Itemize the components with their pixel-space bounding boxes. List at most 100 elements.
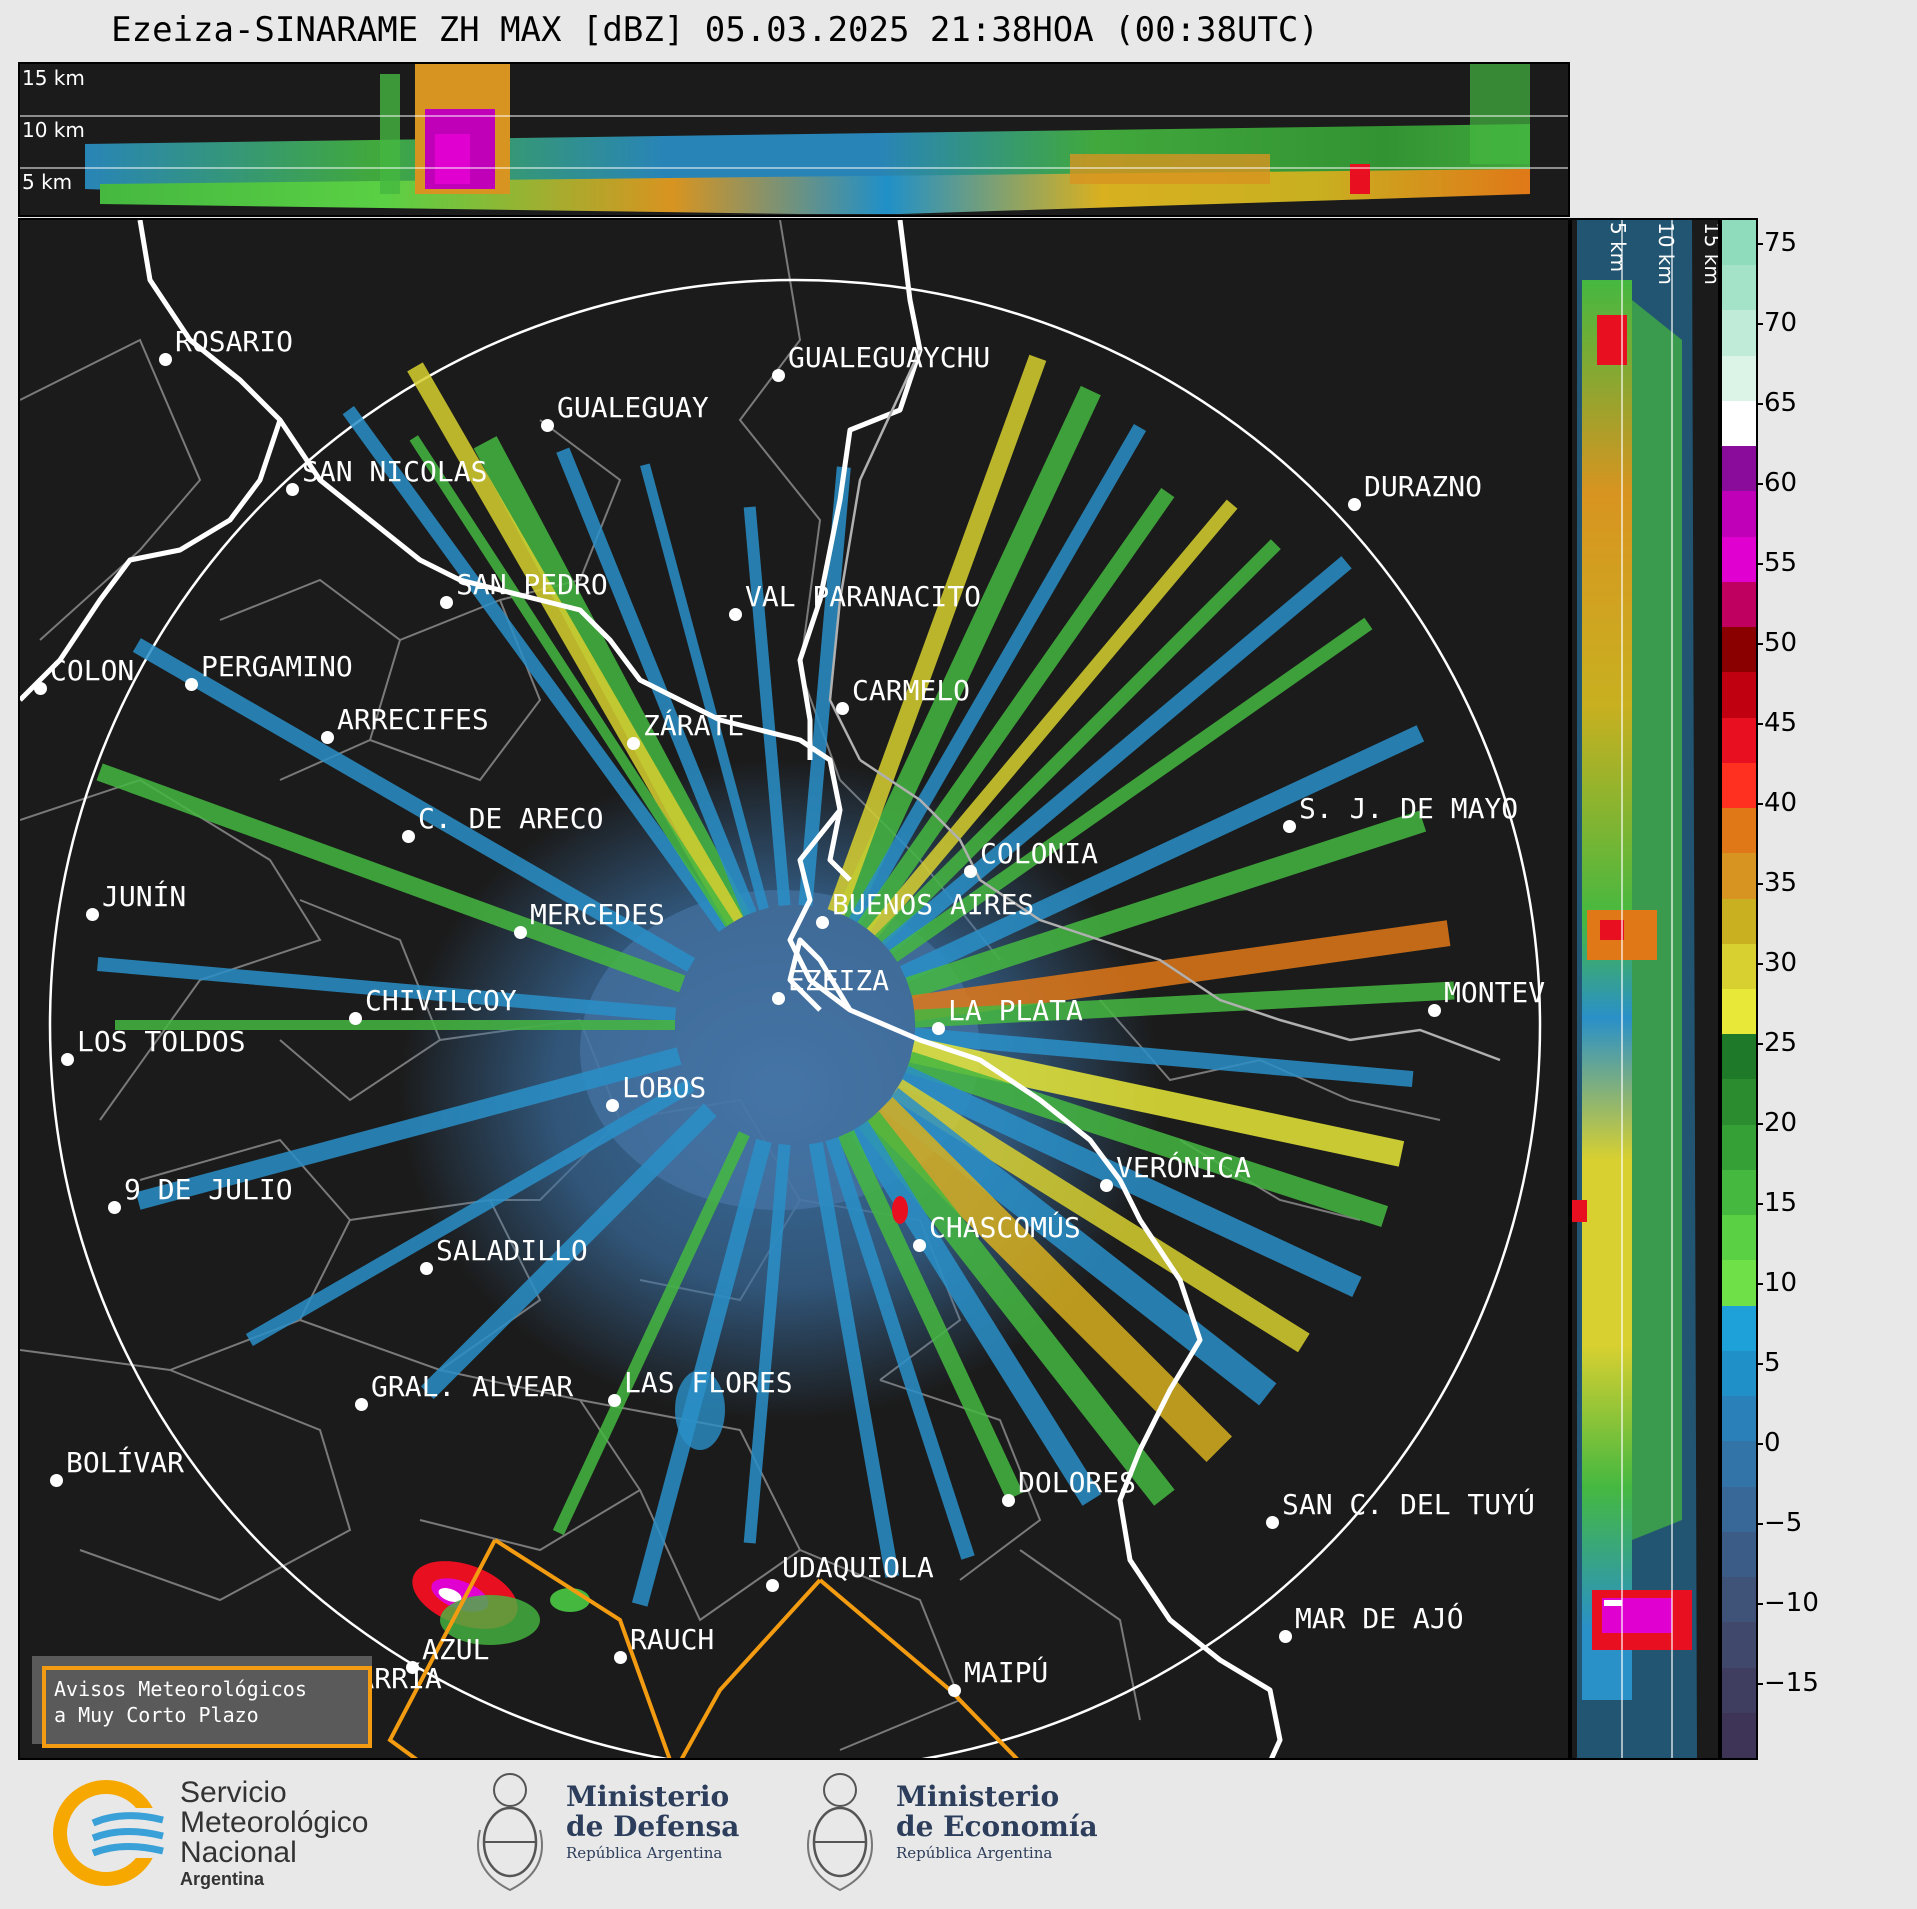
city-marker [61, 1053, 74, 1066]
city-marker [1428, 1004, 1441, 1017]
radar-beam [913, 1027, 1414, 1088]
avisos-box[interactable]: Avisos Meteorológicos a Muy Corto Plazo [42, 1666, 372, 1748]
colorbar-tick-label: 70 [1756, 308, 1798, 338]
chart-title: Ezeiza-SINARAME ZH MAX [dBZ] 05.03.2025 … [111, 10, 1319, 50]
colorbar-segment [1722, 1622, 1756, 1668]
city-label: SAN C. DEL TUYÚ [1282, 1488, 1535, 1521]
city-label: COLONIA [980, 837, 1099, 870]
radar-map[interactable]: ROSARIO GUALEGUAYCHU GUALEGUAY SAN NICOLAS D… [18, 218, 1570, 1760]
colorbar-tick-label: 60 [1756, 468, 1798, 498]
city-marker [729, 608, 742, 621]
colorbar-segment [1722, 1079, 1756, 1125]
radar-beam [808, 1141, 900, 1578]
radar-beam [849, 1120, 1102, 1506]
city-label: EZEIZA [788, 964, 890, 997]
height-label-10km: 10 km [22, 118, 85, 142]
colorbar-segment [1722, 627, 1756, 673]
smn-logo-icon [53, 1780, 168, 1886]
radar-beam [848, 423, 1147, 925]
colorbar-segment [1722, 355, 1756, 401]
city-marker [627, 737, 640, 750]
city-label: MAR DE AJÓ [1295, 1602, 1464, 1635]
city-label: JUNÍN [102, 880, 187, 913]
city-label: CHASCOMÚS [929, 1211, 1081, 1244]
city-marker [913, 1239, 926, 1252]
city-label: VERÓNICA [1116, 1151, 1251, 1184]
radar-beam [132, 638, 696, 972]
radar-beam [825, 1136, 975, 1560]
colorbar-tick-label: 30 [1756, 948, 1798, 978]
city-marker [1002, 1494, 1015, 1507]
city-label: CHIVILCOY [365, 984, 517, 1017]
colorbar-segment [1722, 220, 1756, 266]
defensa-line2: de Defensa [566, 1810, 740, 1843]
smn-line2: Meteorológico [180, 1806, 369, 1839]
city-marker [86, 908, 99, 921]
colorbar-segment [1722, 717, 1756, 763]
city-label: GUALEGUAYCHU [788, 341, 991, 374]
radar-beam [827, 354, 1047, 916]
colorbar-tick-label: −15 [1757, 1668, 1819, 1698]
city-label: GUALEGUAY [557, 391, 709, 424]
colorbar-tick-label: 50 [1756, 628, 1798, 658]
colorbar-segment [1722, 1169, 1756, 1216]
colorbar-tick-label: 25 [1756, 1028, 1798, 1058]
colorbar-segment [1722, 1441, 1756, 1487]
city-label: C. DE ARECO [418, 802, 604, 835]
radar-beam [342, 406, 731, 933]
colorbar-tick-label: 35 [1756, 868, 1798, 898]
city-marker [772, 369, 785, 382]
radar-beam [914, 981, 1455, 1028]
city-marker [34, 682, 47, 695]
city-marker [541, 419, 554, 432]
colorbar [1720, 218, 1758, 1760]
city-label: DOLORES [1018, 1466, 1137, 1499]
city-marker [50, 1474, 63, 1487]
colorbar-segment [1722, 400, 1756, 447]
side-height-15km: 15 km [1700, 222, 1720, 285]
radar-beam [835, 385, 1101, 921]
colorbar-tick-label: 40 [1756, 788, 1798, 818]
avisos-line2: a Muy Corto Plazo [54, 1703, 259, 1727]
radar-beam [866, 499, 1238, 938]
colorbar-segment [1722, 265, 1756, 311]
city-label: ZÁRATE [643, 709, 745, 742]
city-label: SAN PEDRO [456, 568, 608, 601]
city-marker [1283, 820, 1296, 833]
colorbar-tick-label: 15 [1756, 1188, 1798, 1218]
radar-beam [858, 1111, 1175, 1506]
city-marker [286, 483, 299, 496]
colorbar-tick-label: −5 [1756, 1508, 1803, 1538]
city-label: RAUCH [630, 1623, 715, 1656]
side-height-5km: 5 km [1606, 222, 1630, 273]
defensa-logo: Ministerio de Defensa República Argentin… [470, 1760, 750, 1900]
city-marker [159, 353, 172, 366]
radar-beam [97, 957, 677, 1022]
avisos-button[interactable]: Avisos Meteorológicos a Muy Corto Plazo [32, 1656, 372, 1748]
city-label: LOBOS [622, 1071, 707, 1104]
city-marker [772, 992, 785, 1005]
colorbar-segment [1722, 491, 1756, 537]
city-label: SAN NICOLAS [302, 455, 488, 488]
radar-beam [245, 1078, 695, 1347]
colorbar-segment [1722, 672, 1756, 718]
city-label: BOLÍVAR [66, 1446, 185, 1479]
colorbar-tick-label: 75 [1756, 228, 1798, 258]
colorbar-tick-label: 0 [1757, 1428, 1781, 1458]
avisos-line1: Avisos Meteorológicos [54, 1677, 307, 1701]
radar-beam [420, 1103, 717, 1400]
colorbar-tick-label: 45 [1756, 708, 1798, 738]
city-label: MERCEDES [530, 898, 665, 931]
colorbar-segment [1722, 943, 1756, 989]
city-marker [766, 1579, 779, 1592]
radar-beam [867, 1097, 1232, 1462]
colorbar-segment [1722, 988, 1756, 1035]
city-label: LOS TOLDOS [77, 1025, 246, 1058]
side-cross-section-plot [1572, 220, 1697, 1758]
radar-beam [905, 1051, 1389, 1228]
city-marker [614, 1651, 627, 1664]
city-marker [406, 1661, 419, 1674]
colorbar-segment [1722, 853, 1756, 899]
city-label: ARRECIFES [337, 703, 489, 736]
colorbar-segment [1722, 1712, 1756, 1758]
